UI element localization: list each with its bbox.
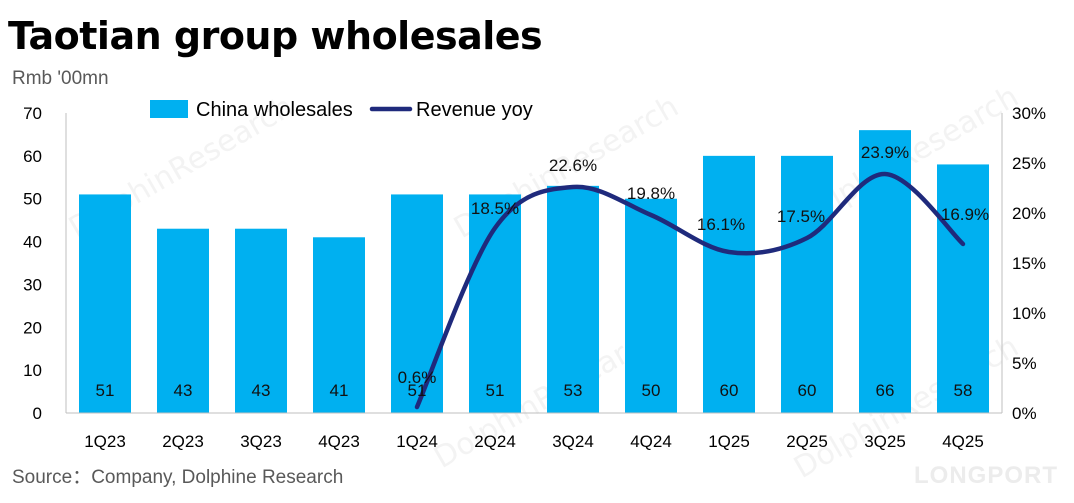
bar [235, 228, 287, 413]
revenue-yoy-line [414, 171, 966, 410]
axes: 0 10 20 30 40 50 60 70 0% 5% 10% 15% 20% 25% 30% 1Q23 2Q… [23, 104, 1046, 451]
bar-value-label: 53 [564, 381, 583, 400]
line-value-label: 16.1% [697, 215, 745, 234]
x-tick-label: 2Q23 [162, 432, 204, 451]
bar-value-label: 50 [642, 381, 661, 400]
bar-value-label: 66 [876, 381, 895, 400]
line-value-label: 23.9% [861, 143, 909, 162]
bar-value-label: 58 [954, 381, 973, 400]
bar [391, 194, 443, 413]
y2-tick-label: 5% [1012, 354, 1037, 373]
source-note: Source：Company, Dolphine Research [12, 467, 344, 488]
y-tick-label: 0 [33, 404, 42, 423]
bar [703, 155, 755, 413]
line-value-label: 0.6% [398, 368, 437, 387]
legend-swatch-bar [150, 100, 188, 118]
x-tick-label: 3Q24 [552, 432, 594, 451]
line-value-label: 18.5% [471, 199, 519, 218]
bar-value-label: 41 [330, 381, 349, 400]
line-value-label: 16.9% [941, 205, 989, 224]
x-tick-label: 1Q23 [84, 432, 126, 451]
bar [547, 185, 599, 413]
legend-label-line: Revenue yoy [416, 99, 533, 121]
data-labels: 51 43 43 41 51 51 53 50 60 60 66 58 0.6% 18.5% 22.6% 19… [96, 143, 990, 400]
y-tick-label: 40 [23, 233, 42, 252]
x-tick-label: 3Q25 [864, 432, 906, 451]
bar-value-label: 60 [720, 381, 739, 400]
chart-title: Taotian group wholesales [8, 14, 543, 58]
line-value-label: 17.5% [777, 207, 825, 226]
bar-value-label: 43 [174, 381, 193, 400]
bar [625, 198, 677, 413]
bar [781, 155, 833, 413]
x-tick-label: 2Q24 [474, 432, 516, 451]
y2-tick-label: 15% [1012, 254, 1046, 273]
bar-value-label: 51 [486, 381, 505, 400]
bar [937, 164, 989, 413]
bar-value-label: 60 [798, 381, 817, 400]
bar [157, 228, 209, 413]
bar [859, 130, 911, 413]
bar [79, 194, 131, 413]
y-tick-label: 70 [23, 104, 42, 123]
x-tick-label: 4Q24 [630, 432, 672, 451]
y-tick-label: 60 [23, 147, 42, 166]
bar-value-label: 51 [408, 381, 427, 400]
line-value-label: 22.6% [549, 156, 597, 175]
x-tick-label: 1Q25 [708, 432, 750, 451]
y2-tick-label: 10% [1012, 304, 1046, 323]
y-tick-label: 20 [23, 318, 42, 337]
bar-value-label: 51 [96, 381, 115, 400]
y-tick-label: 30 [23, 275, 42, 294]
y-tick-label: 50 [23, 190, 42, 209]
legend-label-bar: China wholesales [196, 99, 353, 121]
line-series [414, 171, 966, 410]
bar [313, 237, 365, 413]
x-tick-label: 4Q25 [942, 432, 984, 451]
bar-series [79, 130, 989, 413]
y2-tick-label: 25% [1012, 154, 1046, 173]
y-tick-label: 10 [23, 361, 42, 380]
legend: China wholesales Revenue yoy [150, 99, 533, 121]
brand-watermark: LONGPORT [914, 462, 1058, 489]
y2-tick-label: 0% [1012, 404, 1037, 423]
x-tick-label: 3Q23 [240, 432, 282, 451]
line-value-label: 19.8% [627, 184, 675, 203]
x-tick-label: 2Q25 [786, 432, 828, 451]
y2-tick-label: 30% [1012, 104, 1046, 123]
bar-value-label: 43 [252, 381, 271, 400]
unit-label: Rmb '00mn [12, 68, 109, 89]
x-tick-label: 1Q24 [396, 432, 438, 451]
y2-tick-label: 20% [1012, 204, 1046, 223]
x-tick-label: 4Q23 [318, 432, 360, 451]
